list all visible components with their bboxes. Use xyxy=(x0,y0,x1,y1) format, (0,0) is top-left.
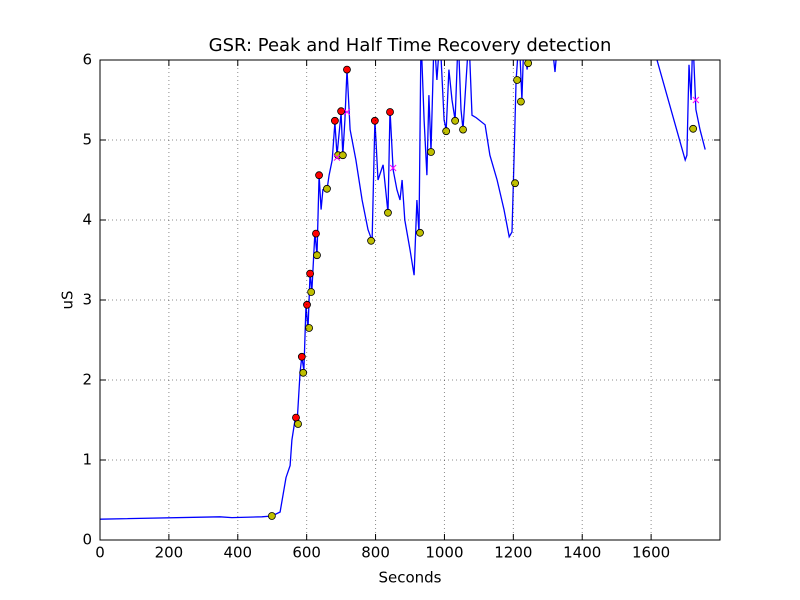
half-recovery-marker xyxy=(692,96,700,104)
y-tick-label: 4 xyxy=(82,211,92,229)
point-marker xyxy=(312,229,320,238)
x-axis-label: Seconds xyxy=(378,569,441,587)
point-marker xyxy=(323,184,331,193)
point-marker xyxy=(338,151,347,160)
y-tick-label: 3 xyxy=(82,291,92,309)
y-tick-label: 0 xyxy=(82,531,92,549)
point-marker xyxy=(517,97,525,106)
point-marker xyxy=(524,60,533,68)
point-marker xyxy=(306,269,315,278)
point-marker xyxy=(511,179,519,188)
point-marker xyxy=(459,125,467,134)
point-marker xyxy=(384,208,392,217)
y-tick-label: 2 xyxy=(82,371,92,389)
x-tick-label: 1400 xyxy=(563,544,601,562)
half-recovery-marker xyxy=(333,154,341,161)
point-marker xyxy=(513,76,522,84)
x-tick-label: 1600 xyxy=(632,544,670,562)
half-recovery-marker xyxy=(389,164,397,172)
point-marker xyxy=(299,368,308,377)
point-marker xyxy=(337,107,346,116)
point-marker xyxy=(367,236,375,245)
x-tick-label: 200 xyxy=(155,544,184,562)
point-marker xyxy=(297,352,306,361)
point-marker xyxy=(386,108,394,116)
plot-area xyxy=(100,60,706,520)
point-marker xyxy=(305,324,313,332)
point-marker xyxy=(307,288,316,296)
point-marker xyxy=(442,127,451,136)
point-marker xyxy=(689,124,698,133)
chart-title: GSR: Peak and Half Time Recovery detecti… xyxy=(209,35,612,56)
point-marker xyxy=(370,116,379,125)
x-tick-label: 600 xyxy=(292,544,321,562)
point-marker xyxy=(451,116,460,125)
x-tick-label: 800 xyxy=(361,544,390,562)
point-marker xyxy=(315,171,323,180)
point-marker xyxy=(343,65,351,74)
x-tick-label: 1000 xyxy=(425,544,463,562)
point-marker xyxy=(427,148,435,156)
y-tick-label: 6 xyxy=(82,51,92,69)
point-marker xyxy=(292,413,300,422)
y-axis-label: uS xyxy=(59,290,77,309)
point-marker xyxy=(313,251,321,260)
point-marker xyxy=(303,300,311,309)
x-tick-label: 400 xyxy=(223,544,252,562)
y-tick-label: 5 xyxy=(82,131,92,149)
point-marker xyxy=(294,420,302,428)
x-tick-label: 0 xyxy=(95,544,105,562)
x-tick-label: 1200 xyxy=(494,544,532,562)
point-marker xyxy=(267,512,276,520)
point-marker xyxy=(416,228,424,237)
y-tick-label: 1 xyxy=(82,451,92,469)
point-marker xyxy=(331,116,339,125)
half-recovery-marker xyxy=(343,108,351,116)
